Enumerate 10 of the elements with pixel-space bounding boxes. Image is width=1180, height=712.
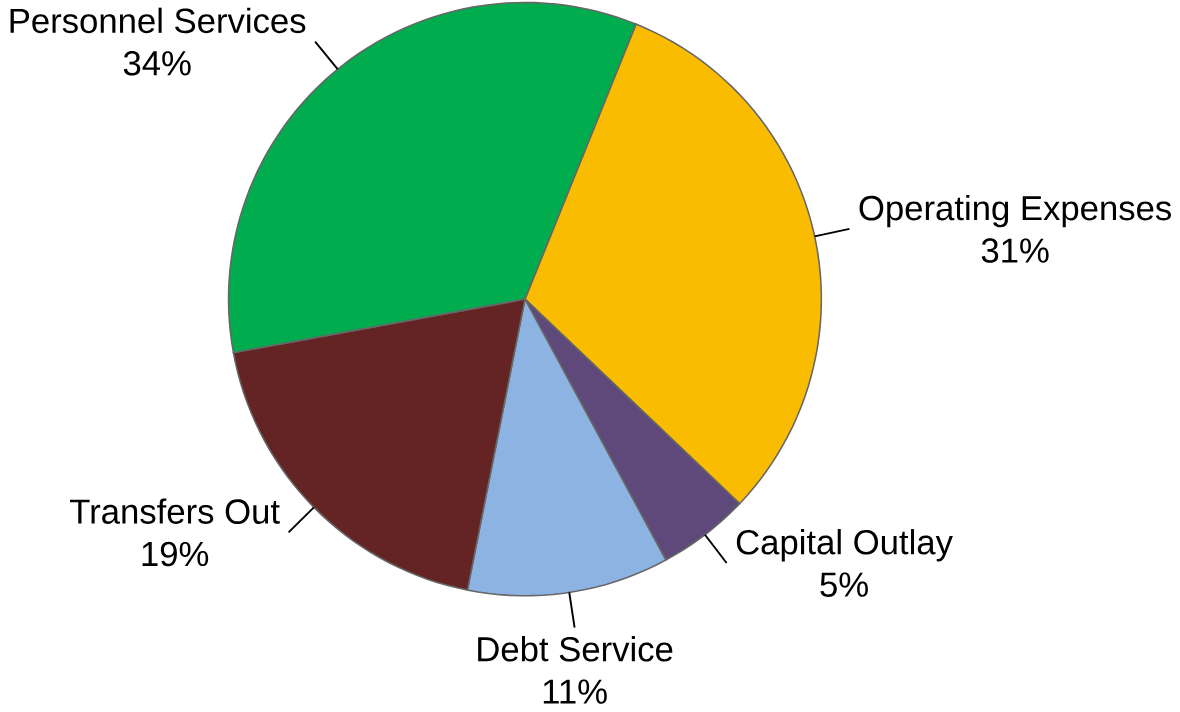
slice-label: Capital Outlay <box>736 529 953 562</box>
data-label: 34% <box>123 51 191 76</box>
data-label: 11% <box>543 679 607 705</box>
data-label: 19% <box>142 541 209 567</box>
data-label: 31% <box>981 238 1049 264</box>
data-label: 5% <box>820 572 868 598</box>
slice-label: Transfers Out <box>70 498 280 525</box>
slice-label: Personnel Services <box>10 7 306 34</box>
slice-label: Operating Expenses <box>859 195 1171 228</box>
slice-label: Debt Service <box>478 636 673 662</box>
